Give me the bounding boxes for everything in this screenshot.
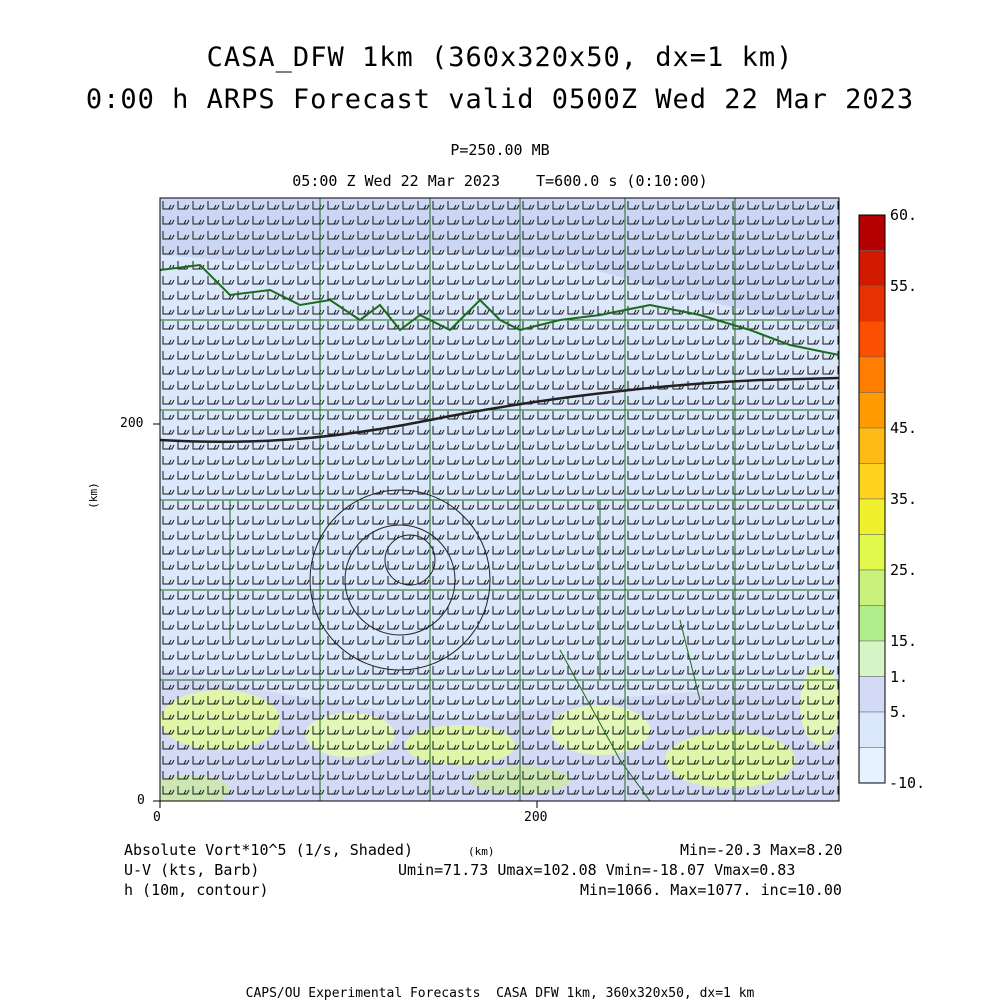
colorbar-swatch-12 — [858, 640, 886, 677]
axis-ticks — [153, 423, 538, 808]
colorbar-swatch-14 — [858, 711, 886, 748]
x-tick-0: 0 — [153, 810, 161, 825]
colorbar — [858, 214, 886, 784]
colorbar-label-6: 5. — [890, 703, 909, 721]
colorbar-swatch-8 — [858, 498, 886, 535]
colorbar-swatch-0 — [858, 214, 886, 251]
map-borders — [160, 198, 839, 801]
x-axis-unit: (km) — [468, 845, 495, 858]
colorbar-swatch-5 — [858, 392, 886, 429]
field1-stats: Min=-20.3 Max=8.20 — [680, 841, 843, 859]
colorbar-swatch-7 — [858, 463, 886, 500]
x-tick-200: 200 — [524, 810, 548, 825]
colorbar-label-0: 60. — [890, 206, 918, 224]
colorbar-swatch-4 — [858, 356, 886, 393]
colorbar-frame — [858, 214, 886, 784]
colorbar-swatch-9 — [858, 534, 886, 571]
field3-label: h (10m, contour) — [124, 881, 269, 899]
colorbar-swatch-10 — [858, 569, 886, 606]
chart-title-line2: 0:00 h ARPS Forecast valid 0500Z Wed 22 … — [85, 84, 915, 115]
y-tick-200: 200 — [120, 416, 144, 431]
y-axis-label: (km) — [86, 482, 100, 509]
colorbar-label-5: 15. — [890, 632, 918, 650]
colorbar-label-3: 35. — [890, 490, 918, 508]
height-contours — [160, 376, 839, 671]
colorbar-label-4: 25. — [890, 561, 918, 579]
field1-label: Absolute Vort*10^5 (1/s, Shaded) — [124, 841, 413, 859]
colorbar-label-2: 45. — [890, 419, 918, 437]
colorbar-swatch-6 — [858, 427, 886, 464]
colorbar-swatch-15 — [858, 747, 886, 784]
height-contour-main — [160, 376, 839, 444]
valid-time-label: 05:00 Z Wed 22 Mar 2023 T=600.0 s (0:10:… — [292, 172, 708, 190]
pressure-level-label: P=250.00 MB — [450, 141, 550, 159]
colorbar-swatch-13 — [858, 676, 886, 713]
field2-label: U-V (kts, Barb) — [124, 861, 260, 879]
plot-frame — [159, 197, 840, 802]
colorbar-swatch-2 — [858, 285, 886, 322]
credit-line: CAPS/OU Experimental Forecasts CASA DFW … — [245, 986, 755, 1001]
colorbar-swatch-1 — [858, 250, 886, 287]
field3-stats: Min=1066. Max=1077. inc=10.00 — [580, 881, 842, 899]
field2-stats: Umin=71.73 Umax=102.08 Vmin=-18.07 Vmax=… — [398, 861, 796, 879]
colorbar-label-8: -10. — [889, 774, 926, 792]
colorbar-swatch-3 — [858, 321, 886, 358]
y-tick-0: 0 — [137, 793, 145, 808]
colorbar-swatch-11 — [858, 605, 886, 642]
chart-title-line1: CASA_DFW 1km (360x320x50, dx=1 km) — [206, 42, 794, 73]
colorbar-label-7: 1. — [890, 667, 909, 686]
colorbar-label-1: 55. — [890, 277, 918, 295]
